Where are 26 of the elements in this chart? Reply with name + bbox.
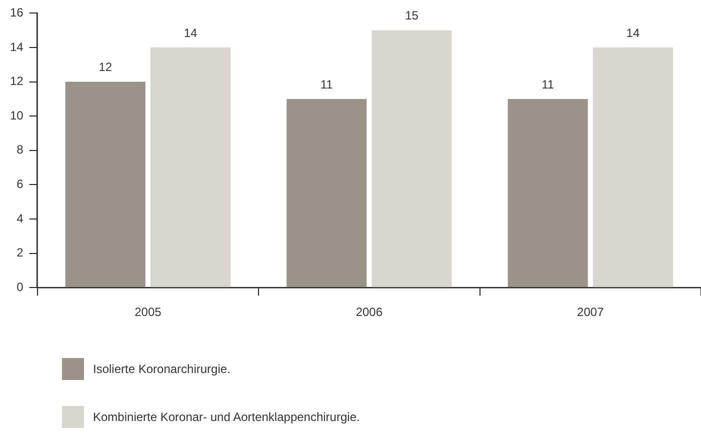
y-tick-label: 8 [16,142,24,157]
y-tick-label: 14 [10,40,24,54]
bar [372,30,452,288]
y-tick-label: 16 [10,6,24,20]
x-tick-label: 2005 [134,305,162,320]
bar [508,98,588,288]
x-tick-label: 2006 [356,305,383,320]
data-label: 14 [626,26,640,40]
y-tick-label: 6 [16,177,24,192]
y-tick-label: 2 [16,246,24,260]
data-label: 11 [320,77,334,92]
y-tick-label: 12 [10,74,24,88]
x-tick-label: 2007 [577,305,604,320]
data-label: 14 [184,26,198,40]
legend-label: Isolierte Koronarchirurgie. [93,362,230,376]
y-tick-label: 4 [16,211,24,226]
data-label: 11 [542,77,554,92]
bar [150,48,231,288]
data-label: 12 [98,60,112,74]
legend-label: Kombinierte Koronar- und Aortenklappenchirurgie. [93,410,360,424]
bar [65,82,146,288]
bar [592,48,674,288]
y-tick-label: 0 [16,280,24,294]
data-label: 15 [405,8,419,23]
y-tick-label: 10 [10,108,24,122]
bar [286,98,367,288]
